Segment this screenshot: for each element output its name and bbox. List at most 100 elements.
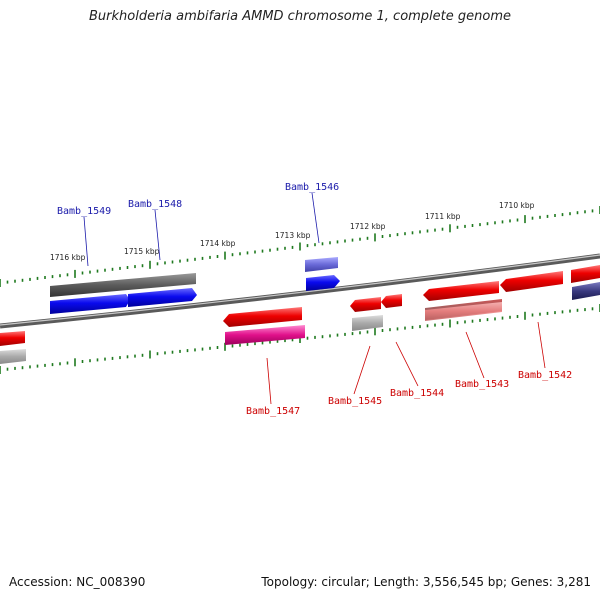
gene-label-bamb-1543[interactable]: Bamb_1543: [455, 379, 509, 390]
tick-label: 1716 kbp: [50, 253, 86, 262]
minor-tick: [494, 221, 496, 225]
callout-line: [266, 357, 272, 405]
minor-tick: [6, 280, 9, 284]
minor-tick: [329, 241, 331, 245]
minor-tick: [419, 325, 421, 329]
gene-arrow-bamb-1549[interactable]: [50, 294, 130, 314]
minor-tick: [509, 315, 511, 319]
minor-tick: [351, 332, 354, 336]
map-title: Burkholderia ambifaria AMMD chromosome 1…: [88, 9, 512, 24]
minor-tick: [306, 244, 309, 248]
tick-track-top: [0, 206, 600, 287]
gene-arrow-bamb-1546[interactable]: [306, 275, 340, 291]
gene-label-bamb-1544[interactable]: Bamb_1544: [390, 388, 444, 399]
minor-tick: [59, 274, 61, 278]
minor-tick: [66, 361, 69, 365]
tick-label: 1712 kbp: [350, 222, 386, 231]
gene-bar[interactable]: [571, 265, 600, 283]
callout-line: [311, 192, 320, 244]
minor-tick: [539, 312, 541, 316]
minor-tick: [569, 212, 571, 216]
minor-tick: [231, 344, 234, 348]
gene-arrow-bamb-1548[interactable]: [128, 288, 197, 307]
minor-tick: [366, 236, 369, 240]
major-tick: [224, 342, 226, 351]
minor-tick: [584, 308, 586, 312]
gene-label-bamb-1548[interactable]: Bamb_1548: [128, 199, 182, 210]
gene-label-bamb-1546[interactable]: Bamb_1546: [285, 182, 339, 193]
minor-tick: [21, 278, 24, 282]
callout-line: [465, 331, 485, 379]
major-tick: [0, 279, 1, 287]
minor-tick: [456, 225, 459, 229]
minor-tick: [381, 329, 384, 332]
gene-label-bamb-1542[interactable]: Bamb_1542: [518, 370, 572, 381]
minor-tick: [276, 339, 279, 343]
minor-tick: [291, 338, 294, 342]
minor-tick: [119, 266, 121, 270]
minor-tick: [171, 350, 174, 354]
gene-bar[interactable]: [50, 273, 196, 297]
minor-tick: [464, 320, 466, 324]
minor-tick: [239, 252, 241, 256]
tick-label: 1714 kbp: [200, 239, 236, 248]
minor-tick: [486, 318, 489, 322]
minor-tick: [569, 309, 571, 313]
minor-tick: [179, 259, 181, 263]
gene-bar[interactable]: [0, 349, 26, 364]
gene-bar[interactable]: [225, 325, 305, 345]
minor-tick: [516, 218, 519, 222]
gene-bar[interactable]: [572, 282, 600, 300]
gene-arrow-bamb-1542[interactable]: [500, 271, 563, 292]
minor-tick: [239, 343, 241, 347]
chromosome-backbone: [0, 253, 600, 329]
minor-tick: [314, 335, 316, 339]
tick-label: 1713 kbp: [275, 231, 311, 240]
minor-tick: [194, 257, 196, 261]
gene-arrow[interactable]: [0, 331, 25, 346]
minor-tick: [516, 315, 519, 318]
gene-label-bamb-1547[interactable]: Bamb_1547: [246, 406, 300, 417]
callout-line: [83, 216, 89, 267]
minor-tick: [501, 316, 504, 320]
minor-tick: [456, 321, 459, 325]
gene-label-bamb-1549[interactable]: Bamb_1549: [57, 206, 111, 217]
gene-label-bamb-1545[interactable]: Bamb_1545: [328, 396, 382, 407]
minor-tick: [411, 325, 414, 329]
minor-tick: [501, 220, 504, 224]
minor-tick: [216, 346, 219, 349]
gene-arrow-bamb-1547[interactable]: [223, 307, 302, 327]
minor-tick: [21, 366, 24, 370]
minor-tick: [141, 353, 144, 357]
minor-tick: [261, 341, 264, 345]
minor-tick: [479, 318, 481, 322]
minor-tick: [209, 255, 211, 259]
minor-tick: [441, 322, 444, 326]
minor-tick: [269, 248, 271, 252]
minor-tick: [359, 331, 361, 335]
minor-tick: [531, 216, 534, 220]
gene-bar[interactable]: [352, 315, 383, 331]
minor-tick: [561, 310, 564, 314]
gene-arrow-bamb-1543[interactable]: [423, 281, 499, 301]
minor-tick: [59, 362, 61, 366]
minor-tick: [554, 311, 556, 315]
callout-line: [537, 321, 546, 369]
major-tick: [74, 358, 76, 367]
gene-bar[interactable]: [425, 302, 502, 321]
gene-arrow-bamb-1544[interactable]: [381, 294, 402, 308]
gene-bar[interactable]: [305, 257, 338, 272]
minor-tick: [426, 324, 429, 328]
minor-tick: [66, 273, 69, 277]
minor-tick: [89, 359, 91, 363]
minor-tick: [171, 260, 174, 264]
minor-tick: [96, 358, 99, 362]
minor-tick: [254, 250, 256, 254]
minor-tick: [269, 340, 271, 344]
minor-tick: [344, 239, 346, 243]
gene-arrow-bamb-1545[interactable]: [350, 297, 381, 312]
minor-tick: [591, 209, 594, 213]
minor-tick: [29, 277, 31, 281]
tick-track-bottom: [0, 304, 600, 374]
